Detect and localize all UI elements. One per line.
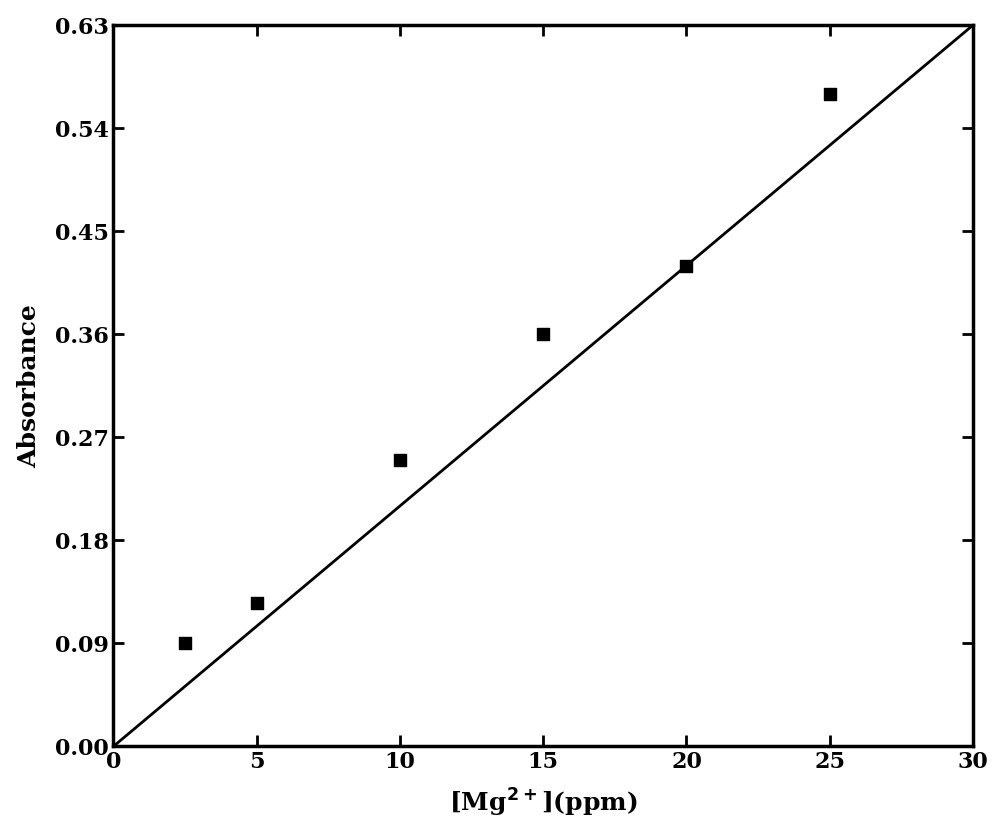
Point [392,453,408,466]
Point [822,87,838,100]
Point [248,597,264,610]
Point [535,328,551,341]
X-axis label: [Mg$^{2+}$](ppm): [Mg$^{2+}$](ppm) [449,788,637,819]
Point [177,637,193,650]
Y-axis label: Absorbance: Absorbance [17,303,40,467]
Point [678,259,694,273]
